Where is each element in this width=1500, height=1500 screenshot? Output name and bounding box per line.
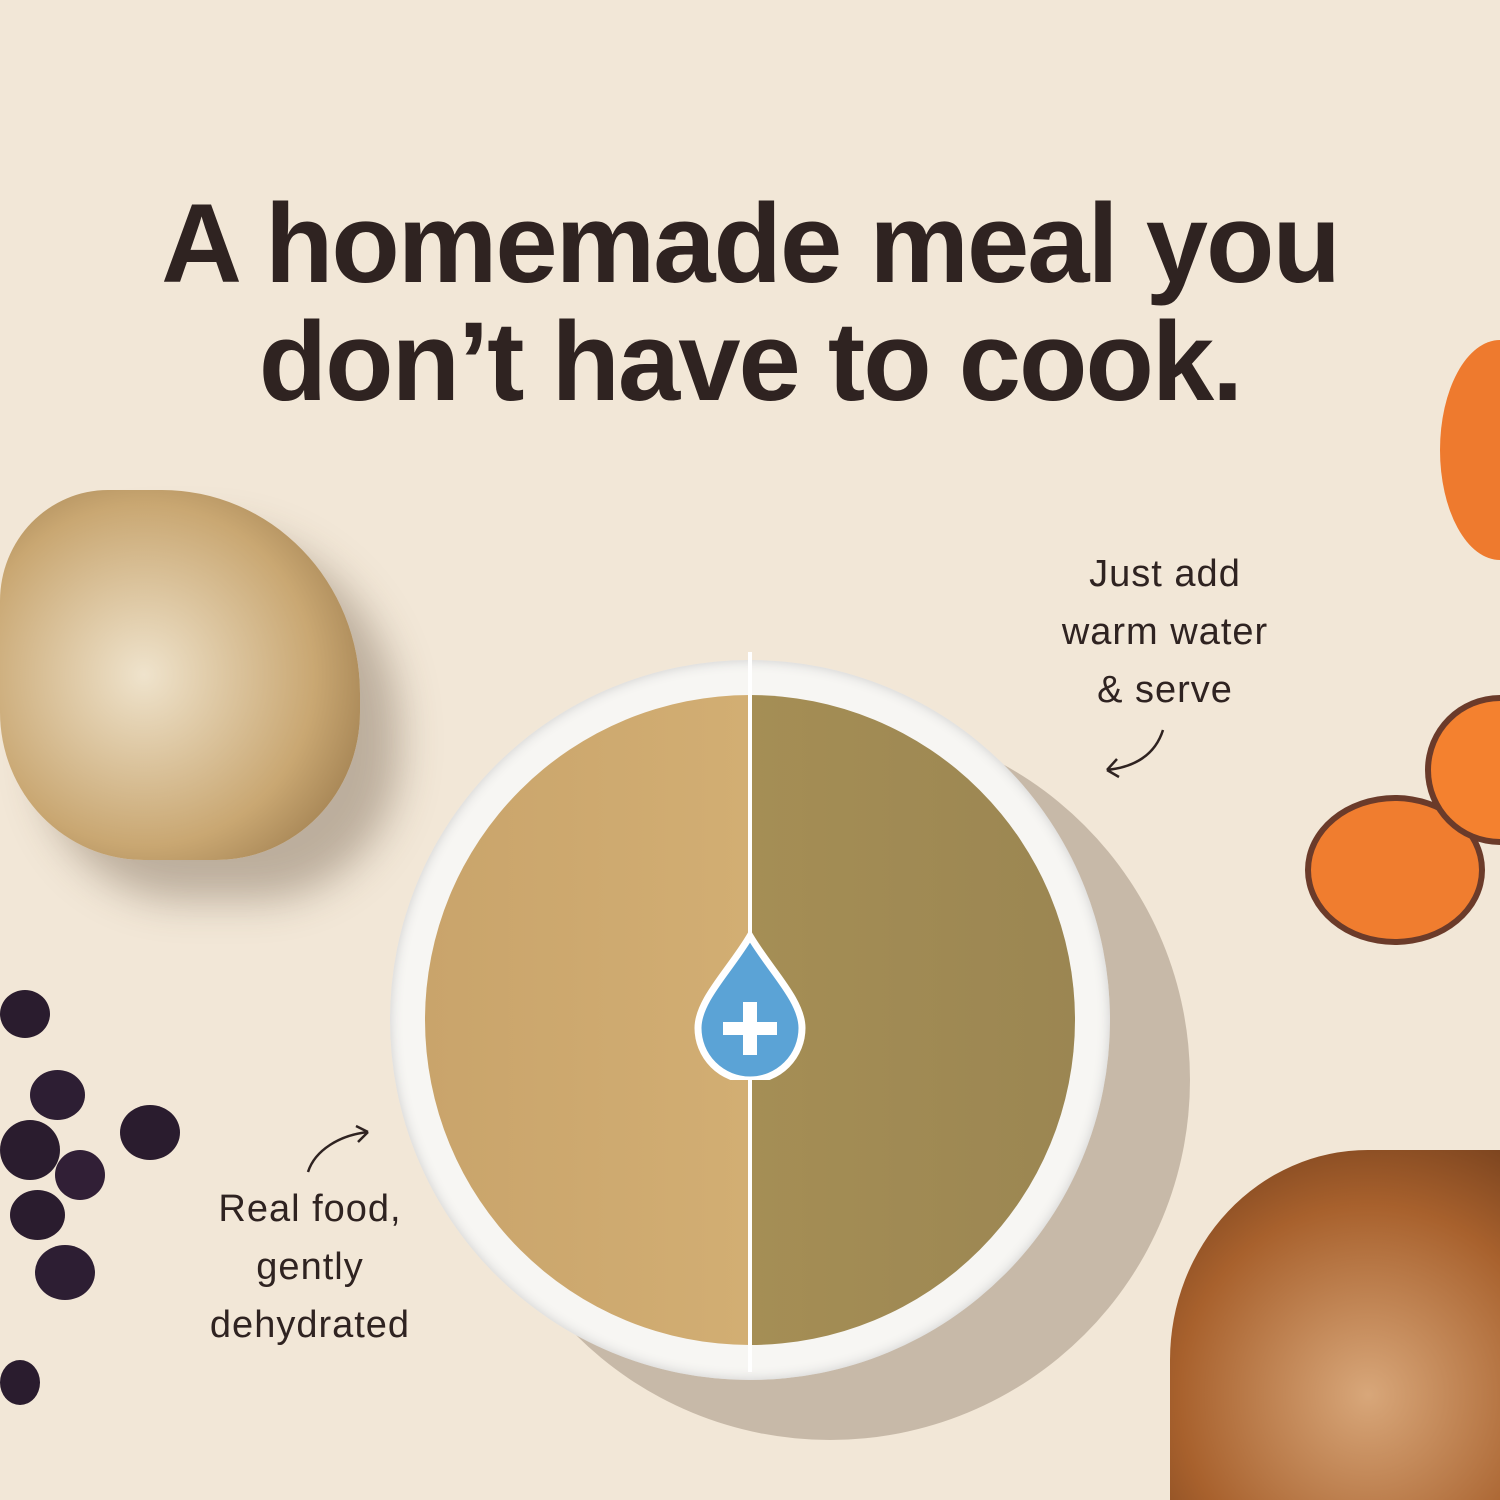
caption-line: Real food,	[218, 1188, 402, 1230]
water-drop-plus-icon	[690, 929, 810, 1084]
caption-line: gently	[256, 1246, 364, 1288]
headline-line-1: A homemade meal you	[161, 181, 1341, 306]
caption-line: dehydrated	[209, 1304, 411, 1346]
caption-line: Just add	[1089, 553, 1241, 595]
caption-real-food: Real food, gently dehydrated	[175, 1180, 445, 1354]
caption-line: warm water	[1061, 611, 1269, 653]
headline-line-2: don’t have to cook.	[258, 299, 1244, 424]
headline: A homemade meal you don’t have to cook.	[0, 185, 1500, 421]
caption-line: & serve	[1097, 669, 1233, 711]
curved-arrow-icon	[1106, 729, 1165, 779]
curved-arrow-icon	[306, 1124, 369, 1173]
fish-fillet-image	[0, 490, 360, 860]
roasted-chicken-image	[1170, 1150, 1500, 1500]
caption-add-water: Just add warm water & serve	[1030, 545, 1300, 719]
